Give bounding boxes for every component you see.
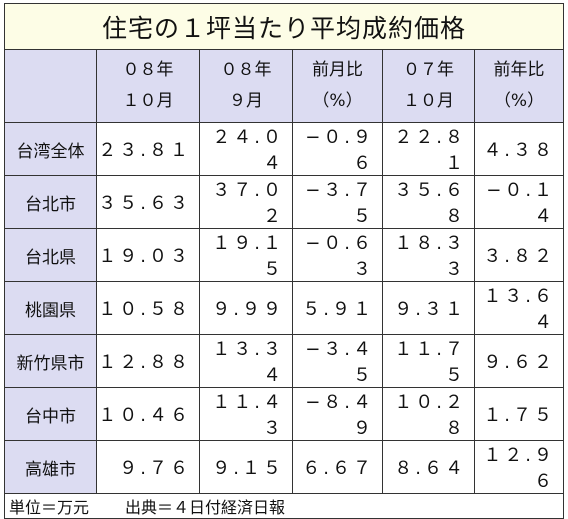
region-label: 台湾全体: [4, 122, 97, 176]
value-cell: １０.４６: [96, 387, 200, 441]
footer-cell: 単位＝万元 出典＝４日付経済日報: [3, 493, 565, 519]
corner-cell: [4, 49, 97, 123]
value-cell: ３５.６８: [382, 175, 475, 229]
header-line: 前年比: [493, 60, 545, 80]
data-row: 台中市 １０.４６ １１.４３ −８.４９ １０.２８ １.７５: [4, 387, 565, 441]
value-cell: １３.３４: [199, 334, 293, 388]
value-cell: ２３.８１: [96, 122, 200, 176]
source-note: 出典＝４日付経済日報: [125, 498, 286, 517]
value-cell: −３.７５: [292, 175, 383, 229]
value-cell: ２４.０４: [199, 122, 293, 176]
value-cell: １３.６４: [473, 281, 565, 335]
value-cell: ９.７６: [96, 440, 200, 494]
value-cell: ５.９１: [292, 281, 383, 335]
header-line: １０月: [403, 91, 454, 111]
header-line: ０８年: [122, 60, 174, 80]
value-cell: １２.８８: [96, 334, 200, 388]
header-line: （%）: [493, 91, 545, 111]
value-cell: １９.０３: [96, 228, 200, 282]
value-cell: ９.９９: [199, 281, 293, 335]
value-cell: −０.１４: [473, 175, 565, 229]
header-line: ０７年: [403, 60, 454, 80]
value-cell: ３５.６３: [96, 175, 200, 229]
value-cell: ９.１５: [199, 440, 293, 494]
header-cell: ０８年 ９月: [199, 49, 293, 123]
header-row: ０８年 １０月 ０８年 ９月 前月比 （%） ０７年 １０月 前年比 （%）: [4, 49, 565, 123]
value-cell: １８.３３: [382, 228, 475, 282]
header-line: （%）: [312, 91, 363, 111]
region-label: 新竹県市: [4, 334, 97, 388]
region-label: 桃園県: [4, 281, 97, 335]
header-cell: 前年比 （%）: [473, 49, 565, 123]
region-label: 高雄市: [4, 440, 97, 494]
value-cell: ９.３１: [382, 281, 475, 335]
value-cell: １０.２８: [382, 387, 475, 441]
value-cell: ８.６４: [382, 440, 475, 494]
value-cell: １１.４３: [199, 387, 293, 441]
value-cell: −０.９６: [292, 122, 383, 176]
header-line: ９月: [229, 91, 263, 111]
region-label: 台北市: [4, 175, 97, 229]
value-cell: ３.８２: [473, 228, 565, 282]
value-cell: ９.６２: [473, 334, 565, 388]
data-row: 台北市 ３５.６３ ３７.０２ −３.７５ ３５.６８ −０.１４: [4, 175, 565, 229]
header-line: １０月: [122, 91, 174, 111]
table-title: 住宅の１坪当たり平均成約価格: [3, 3, 565, 50]
value-cell: ３７.０２: [199, 175, 293, 229]
header-cell: ０８年 １０月: [96, 49, 200, 123]
data-row: 高雄市 ９.７６ ９.１５ ６.６７ ８.６４ １２.９６: [4, 440, 565, 494]
region-label: 台北県: [4, 228, 97, 282]
unit-note: 単位＝万元: [9, 498, 90, 517]
value-cell: １.７５: [473, 387, 565, 441]
header-cell: ０７年 １０月: [382, 49, 475, 123]
value-cell: −０.６３: [292, 228, 383, 282]
data-row: 桃園県 １０.５８ ９.９９ ５.９１ ９.３１ １３.６４: [4, 281, 565, 335]
value-cell: ４.３８: [473, 122, 565, 176]
data-row: 台湾全体 ２３.８１ ２４.０４ −０.９６ ２２.８１ ４.３８: [4, 122, 565, 176]
value-cell: １２.９６: [473, 440, 565, 494]
region-label: 台中市: [4, 387, 97, 441]
value-cell: １０.５８: [96, 281, 200, 335]
header-line: 前月比: [312, 60, 363, 80]
price-table-panel: 住宅の１坪当たり平均成約価格 ０８年 １０月 ０８年 ９月 前月比 （%） ０７年 １０月 前年…: [3, 3, 565, 519]
price-table: 住宅の１坪当たり平均成約価格 ０８年 １０月 ０８年 ９月 前月比 （%） ０７年 １０月 前年…: [3, 3, 565, 519]
footer-row: 単位＝万元 出典＝４日付経済日報: [3, 493, 565, 519]
value-cell: −３.４５: [292, 334, 383, 388]
header-line: ０８年: [220, 60, 272, 80]
header-cell: 前月比 （%）: [292, 49, 383, 123]
value-cell: ２２.８１: [382, 122, 475, 176]
data-row: 台北県 １９.０３ １９.１５ −０.６３ １８.３３ ３.８２: [4, 228, 565, 282]
value-cell: １９.１５: [199, 228, 293, 282]
value-cell: １１.７５: [382, 334, 475, 388]
value-cell: −８.４９: [292, 387, 383, 441]
data-row: 新竹県市 １２.８８ １３.３４ −３.４５ １１.７５ ９.６２: [4, 334, 565, 388]
value-cell: ６.６７: [292, 440, 383, 494]
